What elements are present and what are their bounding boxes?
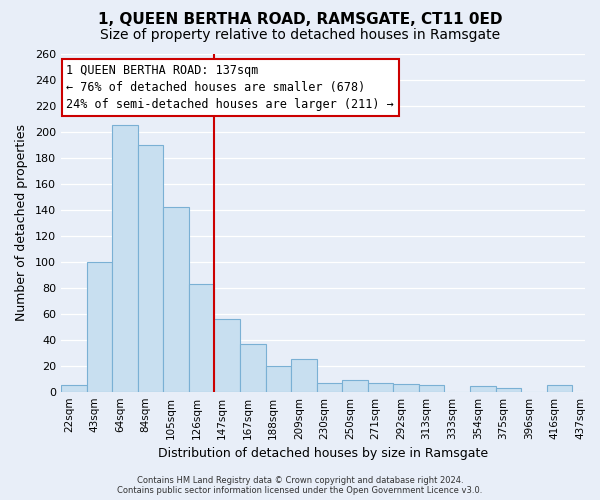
Bar xyxy=(214,319,240,392)
Bar xyxy=(317,382,342,392)
Bar xyxy=(342,380,368,392)
Y-axis label: Number of detached properties: Number of detached properties xyxy=(15,124,28,322)
Bar xyxy=(266,366,291,392)
Text: Size of property relative to detached houses in Ramsgate: Size of property relative to detached ho… xyxy=(100,28,500,42)
Bar xyxy=(86,262,112,392)
Bar xyxy=(163,208,189,392)
Bar xyxy=(547,385,572,392)
Bar xyxy=(61,385,86,392)
X-axis label: Distribution of detached houses by size in Ramsgate: Distribution of detached houses by size … xyxy=(158,447,488,460)
Bar xyxy=(291,359,317,392)
Bar xyxy=(112,126,138,392)
Bar xyxy=(138,145,163,392)
Text: 1, QUEEN BERTHA ROAD, RAMSGATE, CT11 0ED: 1, QUEEN BERTHA ROAD, RAMSGATE, CT11 0ED xyxy=(98,12,502,28)
Bar xyxy=(496,388,521,392)
Bar xyxy=(470,386,496,392)
Bar xyxy=(240,344,266,392)
Bar xyxy=(419,385,445,392)
Bar xyxy=(189,284,214,392)
Text: 1 QUEEN BERTHA ROAD: 137sqm
← 76% of detached houses are smaller (678)
24% of se: 1 QUEEN BERTHA ROAD: 137sqm ← 76% of det… xyxy=(66,64,394,111)
Text: Contains HM Land Registry data © Crown copyright and database right 2024.
Contai: Contains HM Land Registry data © Crown c… xyxy=(118,476,482,495)
Bar xyxy=(394,384,419,392)
Bar xyxy=(368,382,394,392)
